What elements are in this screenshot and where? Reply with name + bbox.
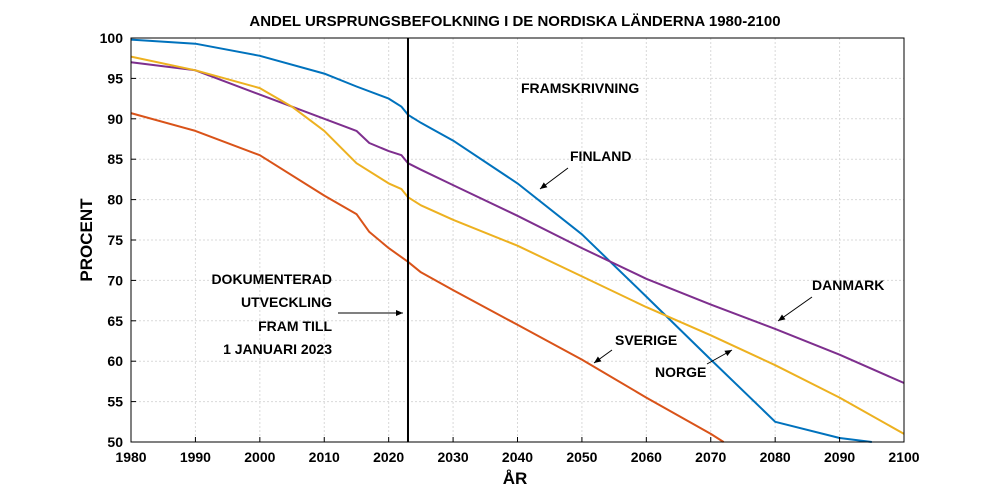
x-tick-label: 2060 [631, 449, 662, 465]
y-tick-label: 80 [107, 192, 123, 208]
arrow-norge-head [724, 350, 732, 357]
label-sverige: SVERIGE [615, 332, 677, 348]
y-tick-label: 75 [107, 232, 123, 248]
x-tick-label: 2100 [888, 449, 919, 465]
annotation-documented-line1: DOKUMENTERAD [211, 271, 332, 287]
arrow-sverige-head [594, 356, 602, 363]
chart-title: ANDEL URSPRUNGSBEFOLKNING I DE NORDISKA … [249, 13, 780, 30]
y-axis-label: PROCENT [77, 198, 96, 282]
y-tick-label: 65 [107, 313, 123, 329]
x-tick-label: 1990 [180, 449, 211, 465]
arrow-documented-head [396, 310, 403, 316]
x-tick-label: 2030 [438, 449, 469, 465]
label-finland: FINLAND [570, 148, 631, 164]
annotation-documented-line3: FRAM TILL [258, 318, 332, 334]
y-tick-label: 70 [107, 272, 123, 288]
series-line-finland [130, 38, 872, 443]
x-tick-label: 2090 [824, 449, 855, 465]
y-axis-ticks: 50 55 60 65 70 75 80 85 90 95 100 [100, 30, 136, 450]
arrow-finland-head [540, 182, 548, 189]
y-tick-label: 55 [107, 394, 123, 410]
label-norge: NORGE [655, 364, 706, 380]
y-tick-label: 50 [107, 434, 123, 450]
series-line-danmark [130, 61, 905, 384]
x-tick-label: 2010 [309, 449, 340, 465]
y-tick-label: 85 [107, 151, 123, 167]
x-tick-label: 2080 [760, 449, 791, 465]
annotation-documented-line2: UTVECKLING [241, 294, 332, 310]
y-tick-label: 100 [100, 30, 124, 46]
x-tick-label: 2020 [373, 449, 404, 465]
grid [130, 37, 905, 443]
arrow-danmark-head [778, 314, 786, 321]
annotation-projection: FRAMSKRIVNING [521, 80, 639, 96]
x-axis-label: ÅR [503, 469, 528, 488]
annotation-documented-line4: 1 JANUARI 2023 [223, 341, 332, 357]
y-tick-label: 90 [107, 111, 123, 127]
x-axis-ticks: 1980 1990 2000 2010 2020 2030 2040 2050 2060 2070… [115, 437, 920, 465]
x-tick-label: 1980 [115, 449, 146, 465]
series-line-norge [130, 55, 905, 435]
x-tick-label: 2050 [566, 449, 597, 465]
x-tick-label: 2040 [502, 449, 533, 465]
annotation-arrows [338, 167, 813, 365]
label-danmark: DANMARK [812, 277, 884, 293]
y-tick-label: 60 [107, 353, 123, 369]
x-tick-label: 2070 [695, 449, 726, 465]
y-tick-label: 95 [107, 70, 123, 86]
x-tick-label: 2000 [244, 449, 275, 465]
